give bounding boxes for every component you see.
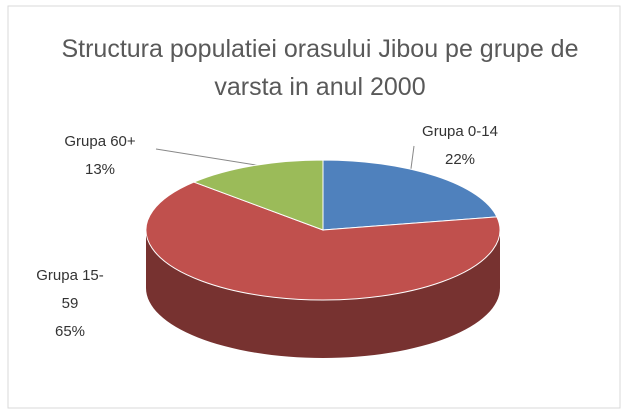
slice <box>192 159 324 231</box>
value-label: 13% <box>84 161 116 178</box>
category-label: Grupa 15-59 <box>36 267 104 312</box>
slice <box>322 159 498 231</box>
chart-title: Structura populatiei orasului Jibou pe g… <box>61 35 579 101</box>
slice-side <box>146 230 500 358</box>
category-label: Grupa 60+ <box>64 133 136 150</box>
value-label: 65% <box>54 323 86 340</box>
leader-line <box>155 148 263 167</box>
data-label: Grupa 60+ 13% <box>40 128 160 184</box>
data-label: Grupa 15-59 65% <box>30 262 110 346</box>
slice <box>145 181 501 301</box>
data-label: Grupa 0-14 22% <box>405 118 515 174</box>
chart-border <box>7 5 621 409</box>
category-label: Grupa 0-14 <box>422 123 498 140</box>
value-label: 22% <box>444 151 476 168</box>
